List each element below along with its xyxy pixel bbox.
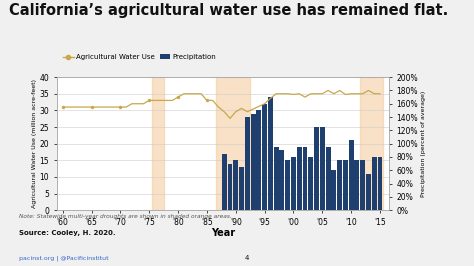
Bar xyxy=(360,77,383,210)
Bar xyxy=(320,127,325,210)
Point xyxy=(146,98,153,103)
Point xyxy=(88,105,95,109)
Bar xyxy=(291,157,296,210)
Bar xyxy=(256,110,261,210)
Bar xyxy=(251,114,255,210)
Text: California’s agricultural water use has remained flat.: California’s agricultural water use has … xyxy=(9,3,449,18)
Bar xyxy=(337,160,342,210)
Text: pacinst.org | @Pacificinstitut: pacinst.org | @Pacificinstitut xyxy=(19,255,109,261)
Y-axis label: Agricultural Water Use (million acre-feet): Agricultural Water Use (million acre-fee… xyxy=(32,79,36,208)
Point xyxy=(174,95,182,99)
Bar xyxy=(360,160,365,210)
Bar xyxy=(302,147,308,210)
Bar xyxy=(366,174,371,210)
Bar xyxy=(262,104,267,210)
Bar xyxy=(355,160,359,210)
Bar xyxy=(314,127,319,210)
Text: 4: 4 xyxy=(244,255,249,261)
Bar xyxy=(280,150,284,210)
Bar xyxy=(239,167,244,210)
Bar xyxy=(297,147,301,210)
Point xyxy=(203,98,211,103)
Bar xyxy=(268,97,273,210)
Bar xyxy=(228,164,232,210)
Y-axis label: Precipitation (percent of average): Precipitation (percent of average) xyxy=(421,90,426,197)
Bar xyxy=(216,77,250,210)
Bar xyxy=(285,160,290,210)
Bar xyxy=(349,140,354,210)
Bar xyxy=(233,160,238,210)
Bar xyxy=(245,117,250,210)
Bar xyxy=(378,157,383,210)
Bar xyxy=(152,77,164,210)
Point xyxy=(59,105,66,109)
Bar xyxy=(372,157,377,210)
Legend: Agricultural Water Use, Precipitation: Agricultural Water Use, Precipitation xyxy=(60,51,219,63)
Text: Note: Statewide multi-year droughts are shown in shaded orange areas.: Note: Statewide multi-year droughts are … xyxy=(19,214,232,219)
Bar xyxy=(222,154,227,210)
Bar xyxy=(343,160,348,210)
Bar xyxy=(326,147,330,210)
Text: Source: Cooley, H. 2020.: Source: Cooley, H. 2020. xyxy=(19,230,116,236)
Bar xyxy=(273,147,279,210)
Bar xyxy=(331,170,337,210)
Point xyxy=(117,105,124,109)
Bar xyxy=(308,157,313,210)
X-axis label: Year: Year xyxy=(211,228,235,238)
